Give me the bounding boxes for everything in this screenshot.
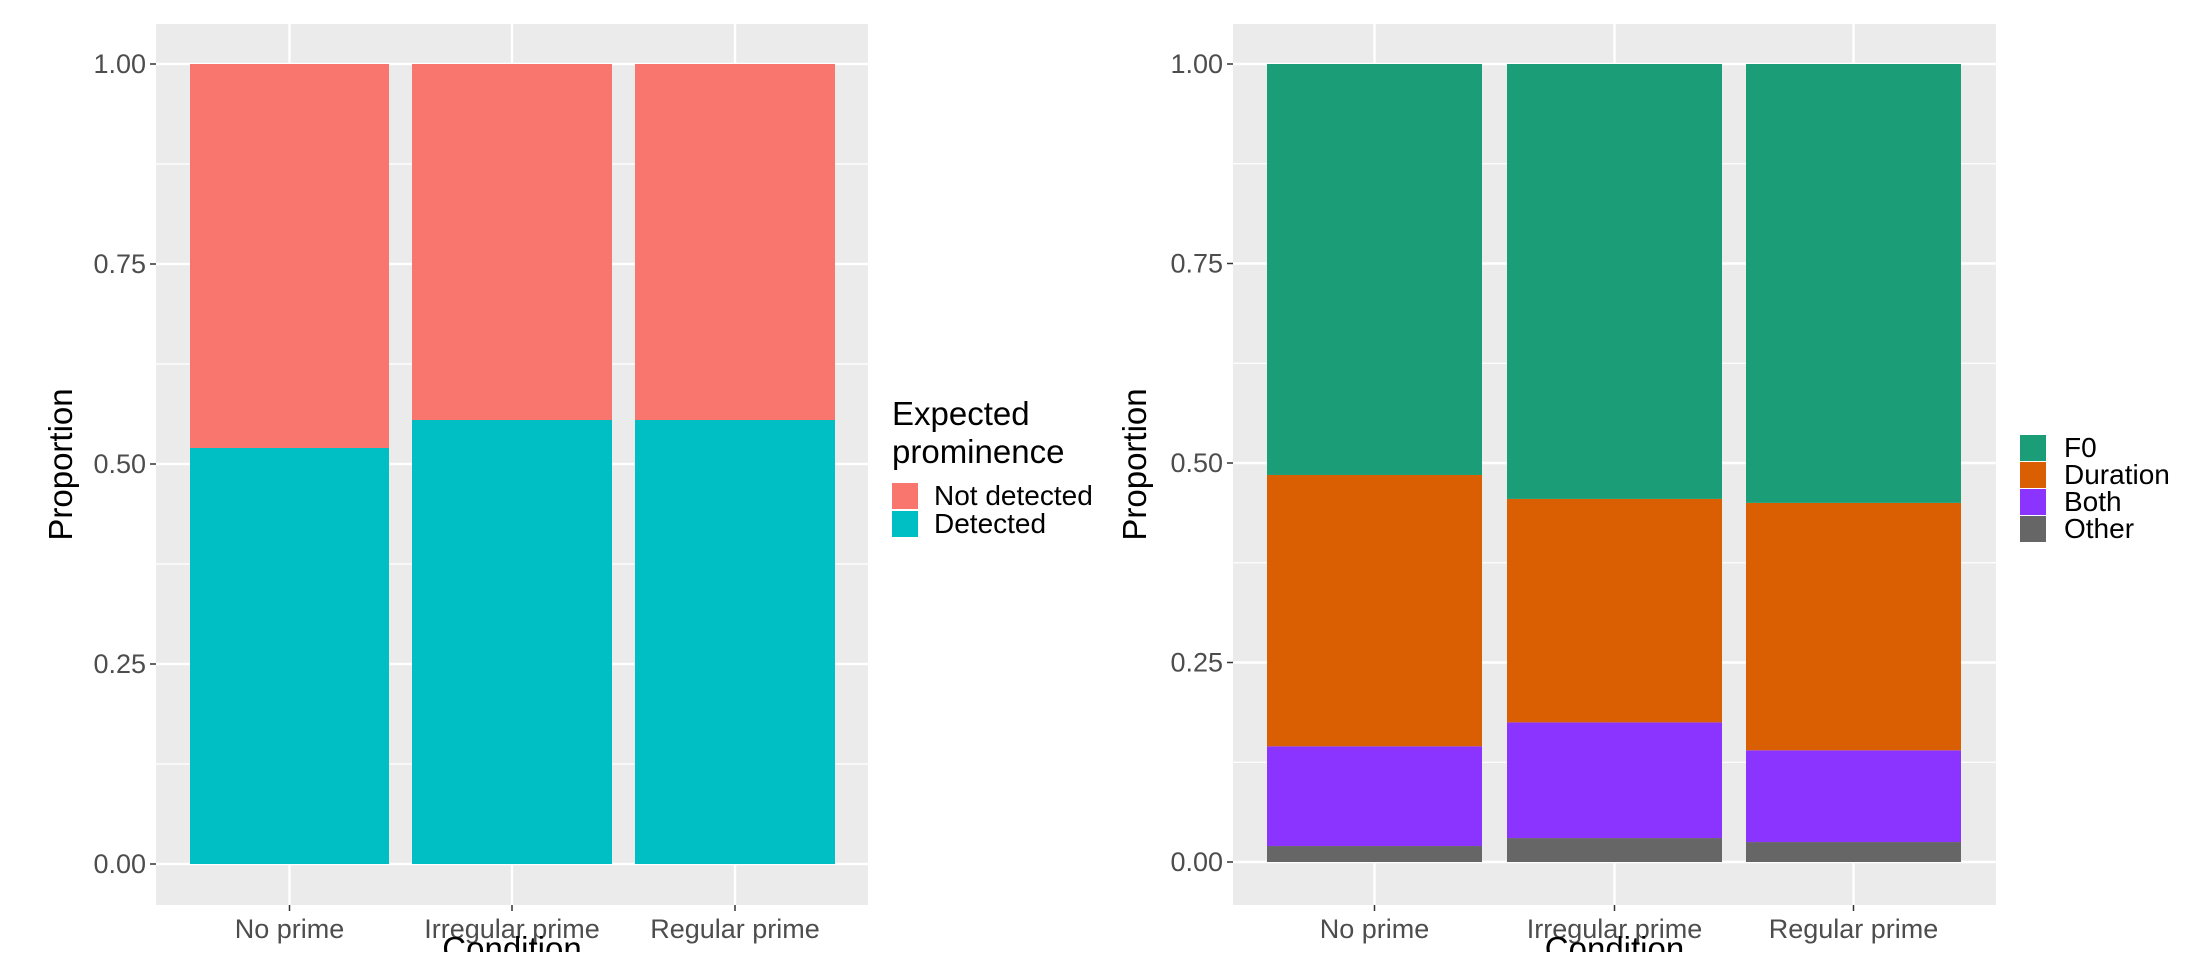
legend-swatch xyxy=(2020,516,2046,542)
legend-swatch xyxy=(2020,489,2046,515)
legend-label: Both xyxy=(2064,486,2122,517)
bar-segment xyxy=(412,64,612,420)
bar-segment xyxy=(1746,502,1961,751)
bar-segment xyxy=(1746,842,1961,862)
y-tick-label: 1.00 xyxy=(93,49,146,79)
bar-segment xyxy=(1507,722,1722,839)
bar-segment xyxy=(412,420,612,864)
x-tick-label: Regular prime xyxy=(650,914,820,944)
bar-segment xyxy=(190,64,389,448)
y-tick-label: 0.00 xyxy=(93,849,146,879)
bar-segment xyxy=(635,420,835,864)
bar-segment xyxy=(635,64,835,420)
chart-panel-1: 0.00 0.25 0.50 0.75 1.00 No prime Irregular pr… xyxy=(42,24,1093,957)
legend-label: F0 xyxy=(2064,432,2097,463)
y-tick-label: 1.00 xyxy=(1170,49,1223,79)
legend-label: Not detected xyxy=(934,480,1093,511)
bar-segment xyxy=(1507,498,1722,723)
bar-segment xyxy=(1267,746,1482,847)
y-tick-label: 0.75 xyxy=(93,249,146,279)
legend-label: Duration xyxy=(2064,459,2170,490)
y-axis-title: Proportion xyxy=(1116,388,1153,540)
legend-label: Other xyxy=(2064,513,2134,544)
y-tick-label: 0.25 xyxy=(93,649,146,679)
chart-panel-2: 0.00 0.25 0.50 0.75 1.00 No prime Irregular pr… xyxy=(1116,24,2170,957)
x-tick-label: Regular prime xyxy=(1769,914,1939,944)
y-tick-label: 0.50 xyxy=(93,449,146,479)
legend-swatch xyxy=(892,483,918,509)
bar-segment xyxy=(1507,64,1722,499)
bar-segment xyxy=(1267,474,1482,747)
y-tick-label: 0.25 xyxy=(1170,648,1223,678)
bar-segment xyxy=(1746,750,1961,843)
y-tick-label: 0.75 xyxy=(1170,249,1223,279)
x-tick-label: No prime xyxy=(235,914,345,944)
x-tick-label: Irregular prime xyxy=(1527,914,1703,944)
bar-segment xyxy=(1507,838,1722,862)
legend-swatch xyxy=(892,511,918,537)
legend-title: Expected xyxy=(892,395,1030,432)
y-tick-label: 0.50 xyxy=(1170,448,1223,478)
bar-segment xyxy=(1267,846,1482,862)
legend-title: prominence xyxy=(892,433,1064,470)
bar-segment xyxy=(190,448,389,864)
x-axis-title: Condition xyxy=(1545,930,1684,952)
legend-swatch xyxy=(2020,435,2046,461)
x-axis-title: Condition xyxy=(442,930,581,952)
x-tick-label: Irregular prime xyxy=(424,914,600,944)
legend-label: Detected xyxy=(934,508,1046,539)
x-tick-label: No prime xyxy=(1320,914,1430,944)
y-tick-label: 0.00 xyxy=(1170,847,1223,877)
bar-segment xyxy=(1746,64,1961,503)
y-axis-title: Proportion xyxy=(42,388,79,540)
legend-swatch xyxy=(2020,462,2046,488)
bar-segment xyxy=(1267,64,1482,475)
